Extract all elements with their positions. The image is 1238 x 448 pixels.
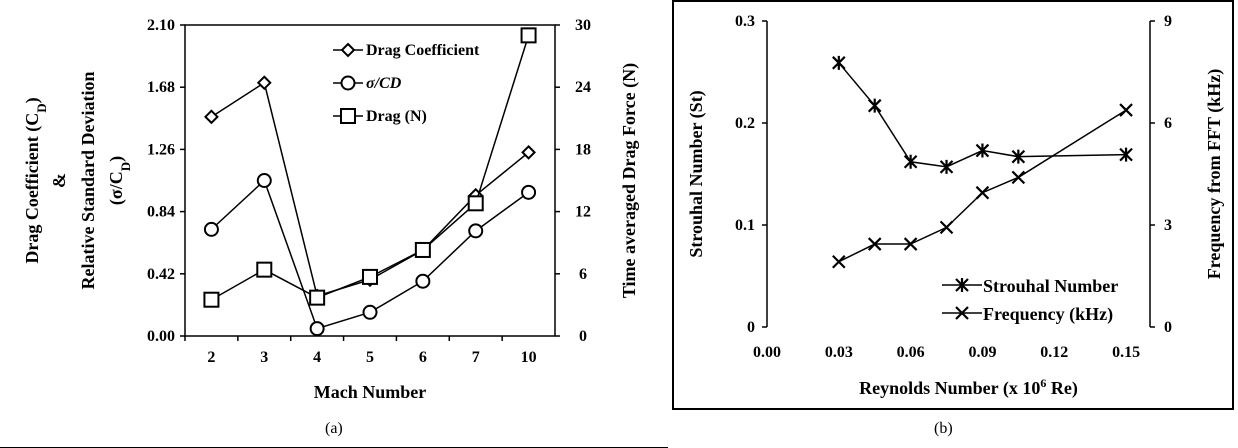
legend-label-cd: σ/CD: [366, 75, 402, 92]
legend-marker-strouhal-number: [955, 278, 969, 292]
x-axis-title: Reynolds Number (x 106 Re): [859, 376, 1078, 399]
data-point-frequency-khz: [903, 237, 918, 251]
data-point-drag-n: [256, 261, 273, 278]
y-right-tick-label: 3: [1164, 217, 1172, 234]
data-point-drag-n: [520, 27, 537, 44]
y-left-tick-label: 0.3: [735, 13, 755, 30]
series-frequency-khz: [832, 103, 1133, 269]
legend-label-drag-n: Drag (N): [366, 108, 427, 125]
x-tick-label: 10: [521, 349, 537, 366]
chart-panel-a: 0.00 0.42 0.84 1.26 1.68 2.10 0 6 12 18 24 30 2 3 4 5 6 7…: [0, 17, 668, 448]
chart-b-svg: 0 0.1 0.2 0.3 0 3 6 9 0.00 0.03 0.06 0.09 0.12 0.15 Re…: [686, 13, 1225, 399]
y-right-axis-title: Frequency from FFT (kHz): [1204, 69, 1225, 279]
data-point-frequency-khz: [939, 220, 954, 235]
x-tick-label: 4: [313, 349, 321, 366]
x-tick-label: 7: [472, 349, 480, 366]
data-point-frequency-khz: [832, 254, 846, 269]
y-right-tick-label: 9: [1164, 13, 1172, 30]
legend-label-frequency-khz: Frequency (kHz): [983, 304, 1113, 325]
y-left-tick-label: 0.00: [147, 328, 175, 345]
y-right-tick-label: 6: [1164, 115, 1172, 132]
y-left-tick-label: 0.42: [147, 266, 175, 283]
data-point-strouhal-number: [1119, 147, 1133, 162]
data-point-cd: [468, 223, 484, 239]
data-point-drag-n: [467, 195, 484, 212]
x-tick-label: 0.06: [897, 344, 925, 361]
y-right-tick-label: 30: [575, 17, 591, 34]
legend-marker-drag-coefficient: [340, 42, 356, 58]
data-point-cd: [362, 304, 378, 320]
x-axis-title: Mach Number: [314, 382, 426, 402]
data-point-drag-coefficient: [521, 144, 536, 160]
data-point-cd: [309, 321, 325, 337]
y-left-tick-label: 0.84: [147, 204, 175, 221]
data-point-drag-coefficient: [256, 75, 272, 91]
x-tick-label: 0.15: [1112, 344, 1140, 361]
x-tick-label: 0.00: [753, 344, 781, 361]
data-point-drag-n: [362, 268, 378, 285]
data-point-strouhal-number: [903, 154, 918, 169]
y-right-tick-label: 0: [1164, 319, 1172, 336]
data-point-strouhal-number: [867, 98, 882, 113]
data-point-strouhal-number: [939, 159, 954, 174]
y-left-axis-title-line: Drag Coefficient (CD): [22, 97, 49, 263]
y-left-axis-title: Strouhal Number (St): [686, 90, 707, 257]
data-point-frequency-khz: [1119, 103, 1133, 117]
x-tick-label: 5: [366, 349, 374, 366]
legend-label-drag-coefficient: Drag Coefficient: [366, 42, 480, 59]
data-point-cd: [521, 184, 537, 200]
y-right-tick-label: 24: [575, 79, 591, 96]
x-tick-label: 0.09: [968, 344, 996, 361]
data-point-drag-n: [309, 289, 326, 306]
y-left-tick-label: 0: [747, 319, 755, 336]
x-tick-label: 0.12: [1040, 344, 1068, 361]
plot-area-a: [184, 24, 556, 337]
data-point-drag-coefficient: [204, 109, 219, 125]
data-point-cd: [203, 221, 219, 237]
legend-marker-cd: [340, 75, 356, 91]
y-left-tick-label: 1.68: [147, 79, 175, 96]
chart-frame-b: [672, 0, 1234, 410]
caption-b: (b): [934, 420, 953, 437]
series-line-frequency-khz: [838, 109, 1127, 263]
y-left-tick-label: 2.10: [147, 17, 175, 34]
y-left-axis-title-line: &: [49, 173, 69, 188]
y-left-axis-title-line: Relative Standard Deviation: [78, 72, 98, 290]
y-left-tick-label: 0.1: [735, 217, 755, 234]
series-drag-n: [203, 27, 537, 308]
caption-a: (a): [325, 420, 343, 437]
legend-label-strouhal-number: Strouhal Number: [983, 276, 1118, 296]
series-cd: [203, 173, 537, 337]
legend-marker-drag-n: [340, 108, 356, 124]
y-left-axis-title-line: (σ/CD): [106, 156, 133, 205]
chart-a-svg: 0.00 0.42 0.84 1.26 1.68 2.10 0 6 12 18 24 30 2 3 4 5 6 7…: [22, 17, 640, 402]
y-right-tick-label: 12: [575, 204, 591, 221]
x-tick-label: 0.03: [825, 344, 853, 361]
y-right-axis-title: Time averaged Drag Force (N): [619, 63, 640, 298]
chart-panel-b: 0 0.1 0.2 0.3 0 3 6 9 0.00 0.03 0.06 0.09 0.12 0.15 Re…: [672, 0, 1238, 448]
x-tick-label: 2: [207, 349, 215, 366]
data-point-frequency-khz: [867, 237, 882, 251]
data-point-drag-n: [414, 241, 431, 258]
series-strouhal-number: [832, 55, 1133, 174]
data-point-frequency-khz: [1011, 170, 1026, 185]
data-point-cd: [256, 173, 272, 188]
data-point-frequency-khz: [975, 185, 990, 200]
x-tick-label: 3: [260, 349, 268, 366]
data-point-drag-n: [203, 291, 220, 308]
data-point-strouhal-number: [975, 143, 990, 158]
data-point-cd: [415, 273, 431, 289]
legend-marker-frequency-khz: [955, 306, 969, 320]
data-point-strouhal-number: [832, 55, 846, 70]
y-left-tick-label: 0.2: [735, 115, 755, 132]
y-left-tick-label: 1.26: [147, 141, 175, 158]
y-right-tick-label: 6: [579, 266, 587, 283]
y-right-tick-label: 0: [579, 328, 587, 345]
y-right-tick-label: 18: [575, 141, 591, 158]
x-tick-label: 6: [419, 349, 427, 366]
data-point-strouhal-number: [1011, 149, 1026, 164]
